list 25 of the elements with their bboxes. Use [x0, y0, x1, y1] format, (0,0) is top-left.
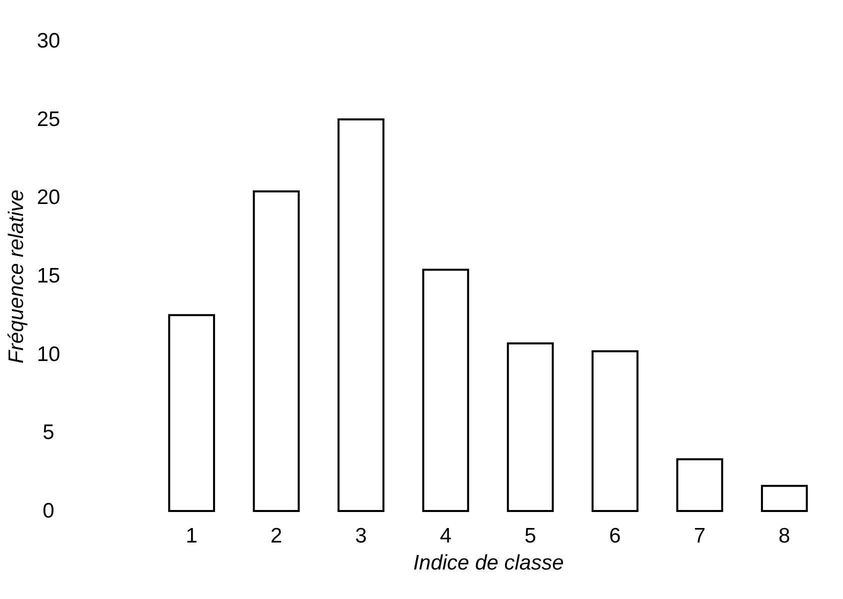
- x-tick-label: 1: [186, 524, 198, 548]
- x-tick-label: 8: [778, 524, 790, 548]
- y-tick-label: 20: [36, 186, 60, 210]
- x-tick-label: 6: [609, 524, 621, 548]
- bar: [676, 458, 724, 512]
- x-tick-label: 2: [270, 524, 282, 548]
- bar: [592, 350, 638, 512]
- y-tick-label: 15: [36, 264, 60, 288]
- bar: [422, 268, 470, 512]
- y-axis-title: Fréquence relative: [4, 190, 28, 364]
- x-tick-label: 7: [694, 524, 706, 548]
- x-axis-title: Indice de classe: [413, 552, 564, 574]
- x-tick-label: 5: [524, 524, 536, 548]
- y-tick-label: 0: [42, 500, 54, 522]
- bar: [252, 190, 300, 512]
- bar: [506, 342, 554, 512]
- y-tick-label: 5: [42, 421, 54, 444]
- x-tick-label: 3: [355, 524, 367, 548]
- x-tick-label: 4: [440, 524, 452, 548]
- bar: [168, 314, 216, 512]
- y-tick-label: 30: [36, 30, 60, 52]
- y-tick-label: 25: [36, 108, 60, 131]
- bar: [760, 484, 808, 512]
- bar: [338, 118, 384, 512]
- y-tick-label: 10: [36, 342, 60, 366]
